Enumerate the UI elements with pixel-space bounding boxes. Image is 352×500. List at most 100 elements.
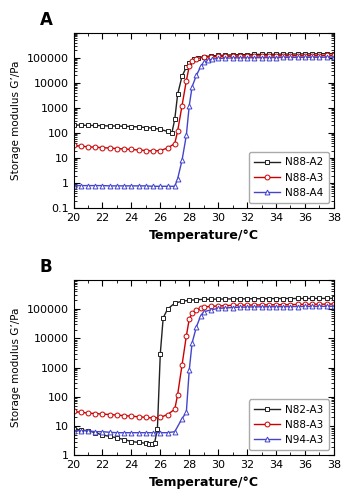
N82-A3 xyxy=(172,300,177,306)
N88-A3 xyxy=(245,302,249,308)
N88-A3 xyxy=(165,412,170,418)
N88-A4 xyxy=(129,183,133,189)
N88-A4 xyxy=(184,132,188,138)
N88-A3 xyxy=(325,301,329,307)
N94-A3 xyxy=(144,430,148,436)
N82-A3 xyxy=(147,441,151,447)
N82-A3 xyxy=(155,426,159,432)
N88-A3 xyxy=(122,412,126,418)
N82-A3 xyxy=(252,296,256,302)
N88-A2 xyxy=(332,50,336,56)
N82-A3 xyxy=(281,296,285,302)
N88-A4 xyxy=(202,60,206,66)
Line: N94-A3: N94-A3 xyxy=(71,304,336,435)
N88-A2 xyxy=(245,52,249,58)
N88-A2 xyxy=(158,126,162,132)
N88-A4 xyxy=(274,54,278,60)
N94-A3 xyxy=(165,430,170,436)
N88-A4 xyxy=(172,184,177,190)
N94-A3 xyxy=(187,368,191,374)
Text: A: A xyxy=(40,11,52,29)
N88-A3 xyxy=(184,333,188,339)
N88-A4 xyxy=(266,54,271,60)
N88-A2 xyxy=(317,50,321,56)
N88-A3 xyxy=(209,304,213,310)
N88-A2 xyxy=(288,51,293,57)
N88-A2 xyxy=(252,52,256,58)
N88-A3 xyxy=(288,52,293,59)
N88-A4 xyxy=(231,55,235,61)
N94-A3 xyxy=(151,430,155,436)
N94-A3 xyxy=(122,430,126,436)
N88-A3 xyxy=(108,412,112,418)
N94-A3 xyxy=(332,304,336,310)
N88-A4 xyxy=(115,183,119,189)
N82-A3 xyxy=(216,296,220,302)
N88-A3 xyxy=(245,53,249,59)
N88-A3 xyxy=(144,148,148,154)
N82-A3 xyxy=(150,441,154,447)
N94-A3 xyxy=(199,312,203,318)
N88-A2 xyxy=(310,51,314,57)
N88-A3 xyxy=(252,302,256,308)
N88-A2 xyxy=(281,51,285,57)
N88-A4 xyxy=(93,182,98,188)
N88-A2 xyxy=(196,54,200,60)
N94-A3 xyxy=(100,428,105,434)
N88-A2 xyxy=(86,122,90,128)
N88-A2 xyxy=(180,74,184,80)
N82-A3 xyxy=(202,296,206,302)
Line: N88-A3: N88-A3 xyxy=(71,302,336,420)
N94-A3 xyxy=(184,409,188,415)
N94-A3 xyxy=(223,305,227,311)
N88-A2 xyxy=(115,123,119,129)
N88-A3 xyxy=(317,52,321,59)
N88-A3 xyxy=(165,145,170,151)
N94-A3 xyxy=(266,304,271,310)
N88-A3 xyxy=(216,54,220,60)
N88-A4 xyxy=(199,64,203,70)
N88-A3 xyxy=(158,414,162,420)
N94-A3 xyxy=(194,324,199,330)
N94-A3 xyxy=(129,430,133,436)
N88-A3 xyxy=(202,304,206,310)
N88-A2 xyxy=(71,122,76,128)
N88-A2 xyxy=(151,125,155,131)
N88-A2 xyxy=(303,51,307,57)
N88-A3 xyxy=(296,52,300,59)
N88-A2 xyxy=(144,124,148,130)
N88-A3 xyxy=(137,414,141,420)
N88-A2 xyxy=(122,124,126,130)
N88-A2 xyxy=(209,53,213,59)
N94-A3 xyxy=(310,304,314,310)
N88-A3 xyxy=(317,301,321,307)
N82-A3 xyxy=(161,315,165,321)
N88-A3 xyxy=(158,148,162,154)
N94-A3 xyxy=(317,304,321,310)
N88-A3 xyxy=(274,302,278,308)
N88-A4 xyxy=(206,58,210,64)
N94-A3 xyxy=(86,428,90,434)
N94-A3 xyxy=(158,430,162,436)
N82-A3 xyxy=(310,296,314,302)
N94-A3 xyxy=(172,428,177,434)
N88-A3 xyxy=(288,302,293,308)
X-axis label: Temperature/°C: Temperature/°C xyxy=(149,228,259,241)
N82-A3 xyxy=(78,427,83,433)
N88-A3 xyxy=(115,412,119,418)
N82-A3 xyxy=(115,435,119,441)
N88-A3 xyxy=(172,140,177,146)
N82-A3 xyxy=(93,430,98,436)
N88-A4 xyxy=(187,103,191,109)
N88-A4 xyxy=(86,182,90,188)
N88-A3 xyxy=(129,146,133,152)
Y-axis label: Storage modulus G’/Pa: Storage modulus G’/Pa xyxy=(11,308,21,428)
N88-A2 xyxy=(108,123,112,129)
N82-A3 xyxy=(137,440,141,446)
N88-A2 xyxy=(176,91,180,97)
N88-A2 xyxy=(191,56,196,62)
N88-A4 xyxy=(78,182,83,188)
N82-A3 xyxy=(288,296,293,302)
N88-A3 xyxy=(71,142,76,148)
N88-A3 xyxy=(238,53,242,59)
